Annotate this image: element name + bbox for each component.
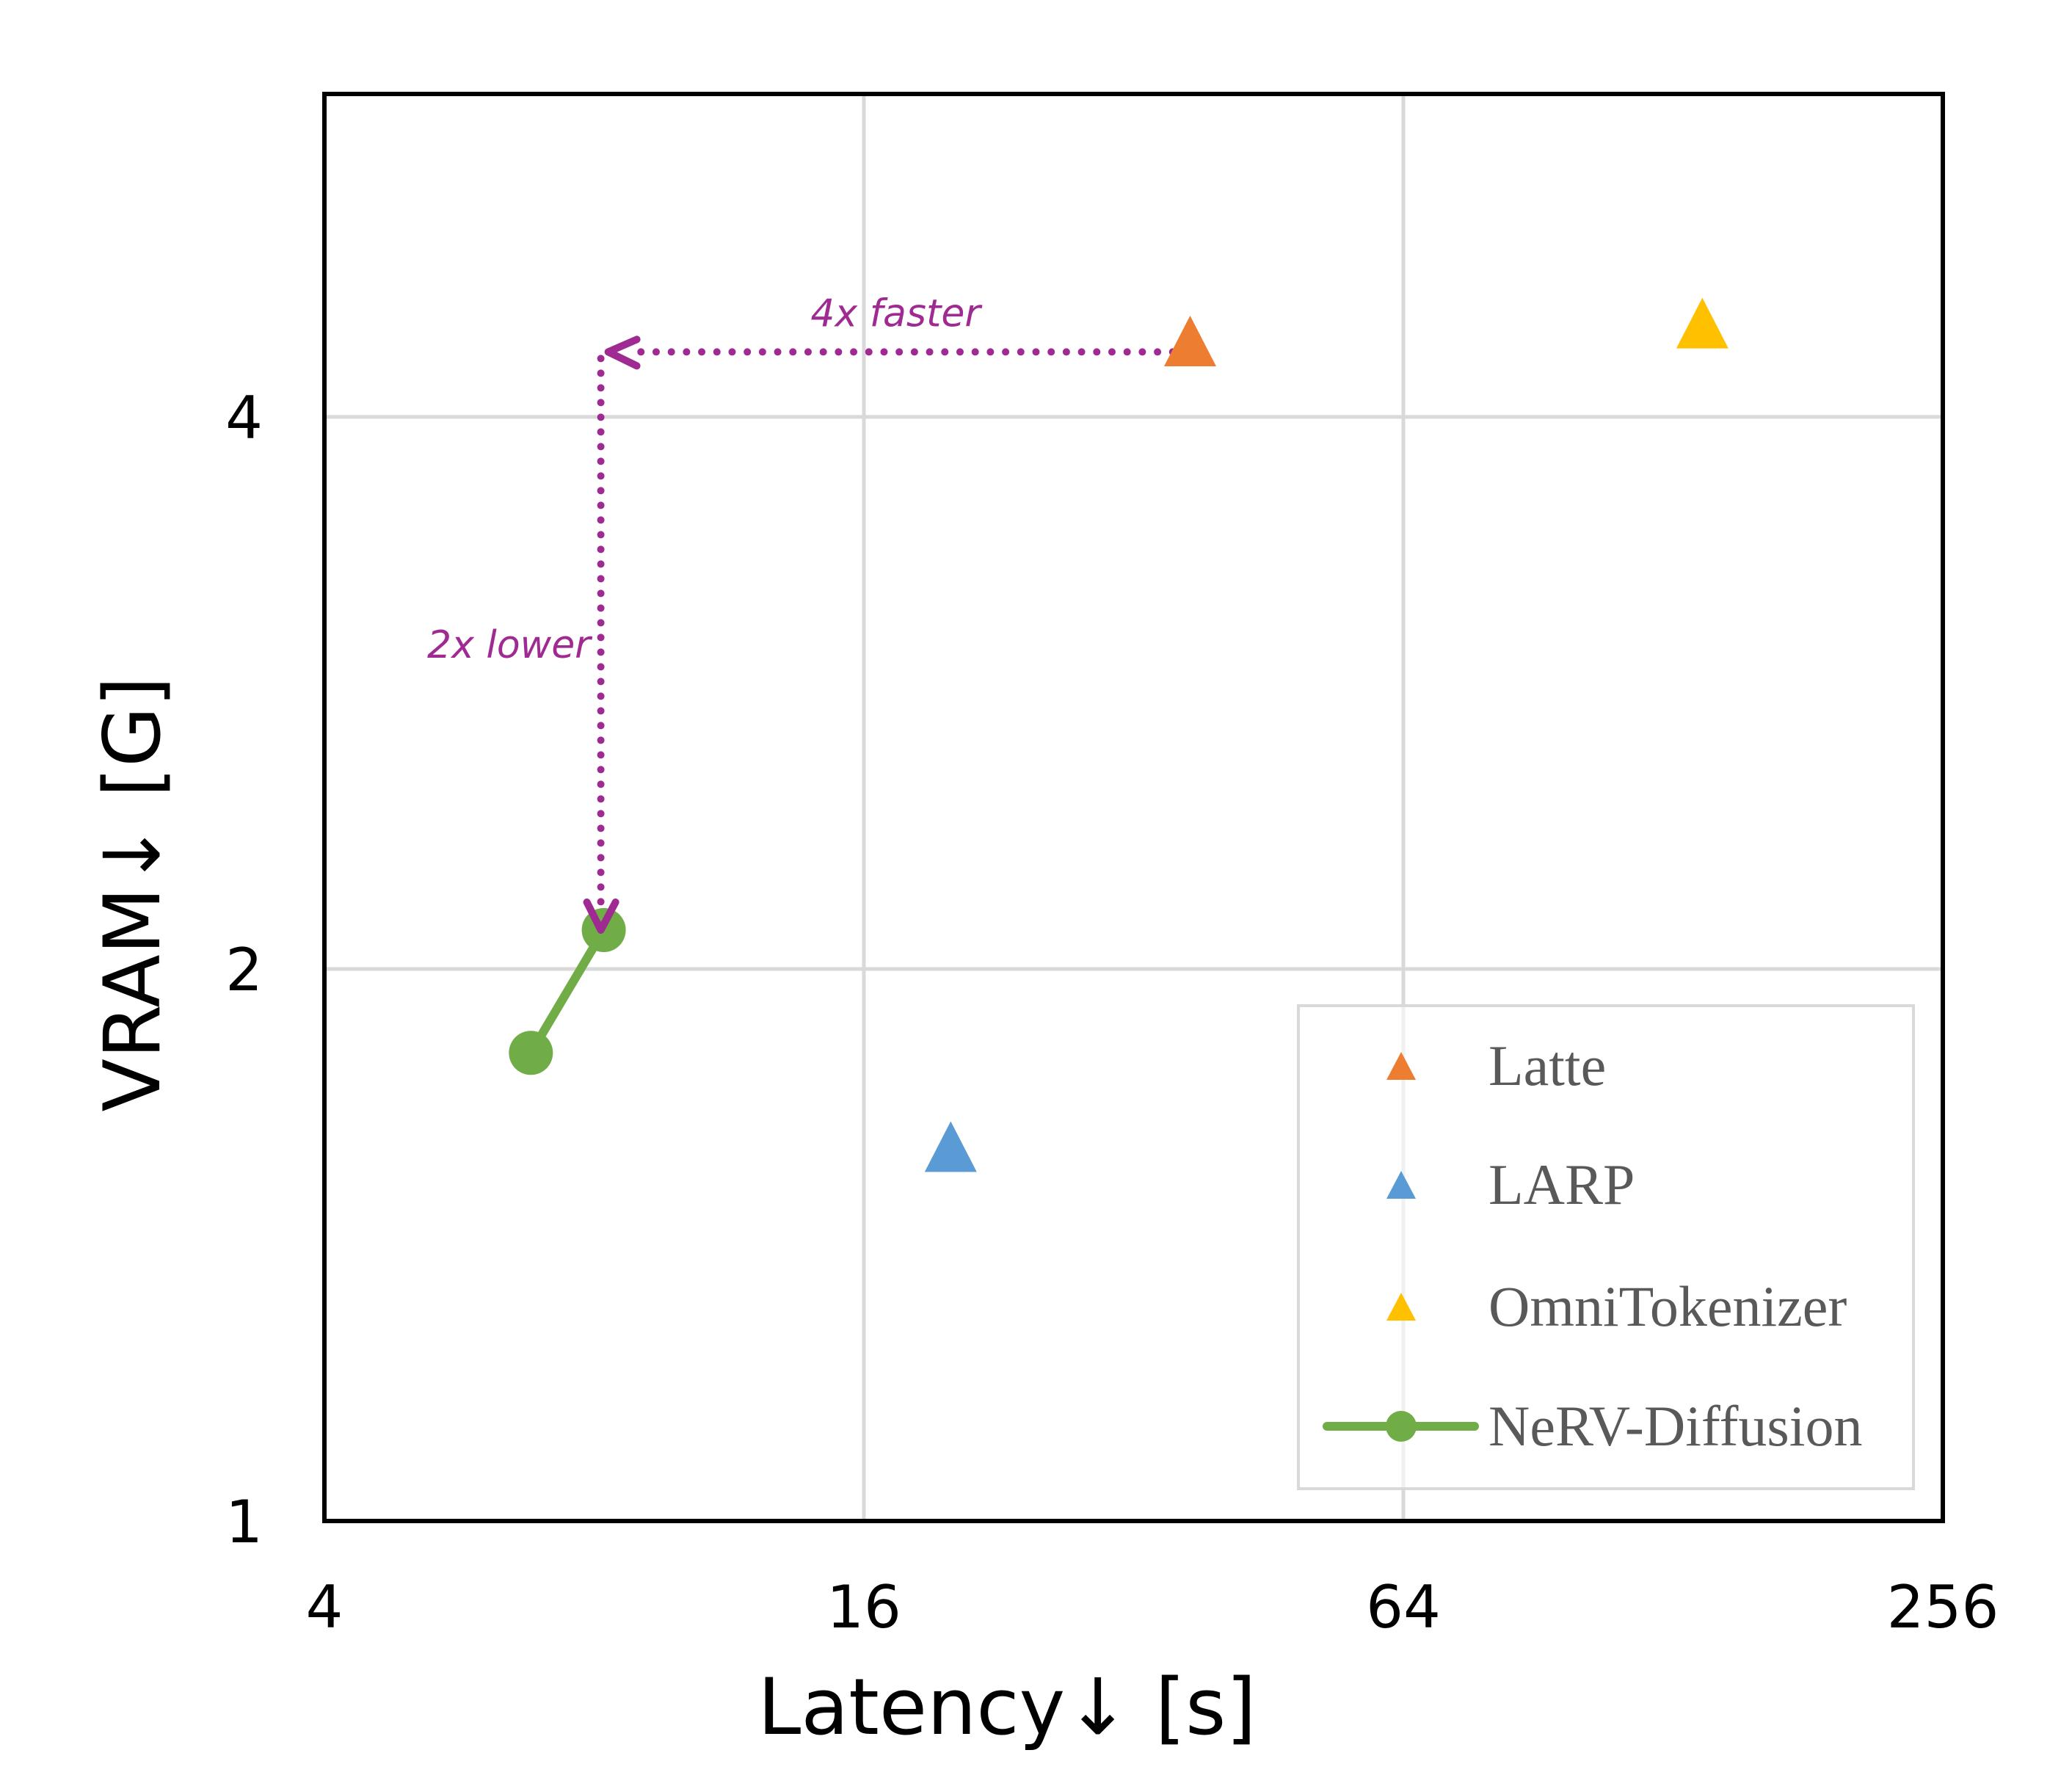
legend-item: OmniTokenizer [1386,1274,1847,1338]
data-series [509,297,1729,1172]
y-tick-label: 4 [225,384,263,452]
tick-labels: 4 16 64 256 1 2 4 [225,384,1999,1641]
x-axis-title: Latency↓ [s] [757,1662,1256,1752]
series-line [527,927,608,1056]
data-point [924,1121,977,1172]
series-larp [924,1121,977,1172]
annotations: 4x faster 2x lower [427,291,1192,920]
y-axis-title: VRAM↓ [G] [87,676,178,1111]
legend-box [1297,1004,1915,1490]
x-tick-label: 16 [826,1573,901,1641]
x-tick-label: 256 [1887,1573,1999,1641]
x-tick-label: 64 [1366,1573,1441,1641]
legend-circle-icon [1386,1411,1417,1442]
series-omnitokenizer [1676,297,1729,349]
annotation-label: 2x lower [427,623,593,667]
annotation-label: 4x faster [810,291,983,335]
series-latte [1163,316,1216,367]
legend-item: NeRV-Diffusion [1323,1394,1862,1458]
legend-label: LARP [1488,1152,1635,1216]
legend-label: NeRV-Diffusion [1488,1394,1862,1458]
legend-label: Latte [1488,1034,1606,1097]
y-tick-label: 1 [225,1488,263,1556]
arrowhead-left-icon [604,335,641,370]
data-point [1676,297,1729,349]
legend-item: Latte [1386,1034,1606,1097]
plot-frame [322,92,1945,1523]
data-point [1163,316,1216,367]
legend: Latte LARP OmniTokenizer NeRV-Diffusion [1297,1004,1915,1490]
x-tick-label: 4 [306,1573,343,1641]
arrowhead-down-icon [583,899,619,934]
legend-label: OmniTokenizer [1488,1274,1847,1338]
legend-item: LARP [1386,1152,1635,1216]
legend-triangle-icon [1386,1171,1416,1199]
legend-triangle-icon [1386,1052,1416,1080]
legend-triangle-icon [1386,1293,1416,1321]
y-tick-label: 2 [225,936,263,1004]
data-point [509,1031,553,1075]
